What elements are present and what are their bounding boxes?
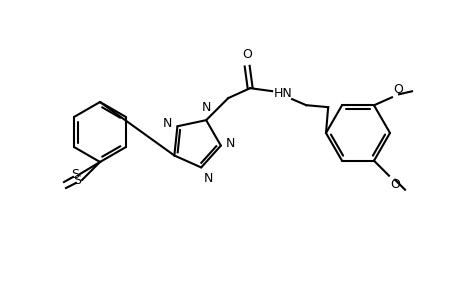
Text: N: N xyxy=(201,101,210,114)
Text: N: N xyxy=(225,137,235,150)
Text: O: O xyxy=(242,48,252,61)
Text: S: S xyxy=(71,167,79,181)
Text: N: N xyxy=(204,172,213,185)
Text: N: N xyxy=(162,117,172,130)
Text: O: O xyxy=(392,83,402,96)
Text: O: O xyxy=(389,178,399,191)
Text: HN: HN xyxy=(274,87,292,100)
Text: S: S xyxy=(73,173,81,187)
